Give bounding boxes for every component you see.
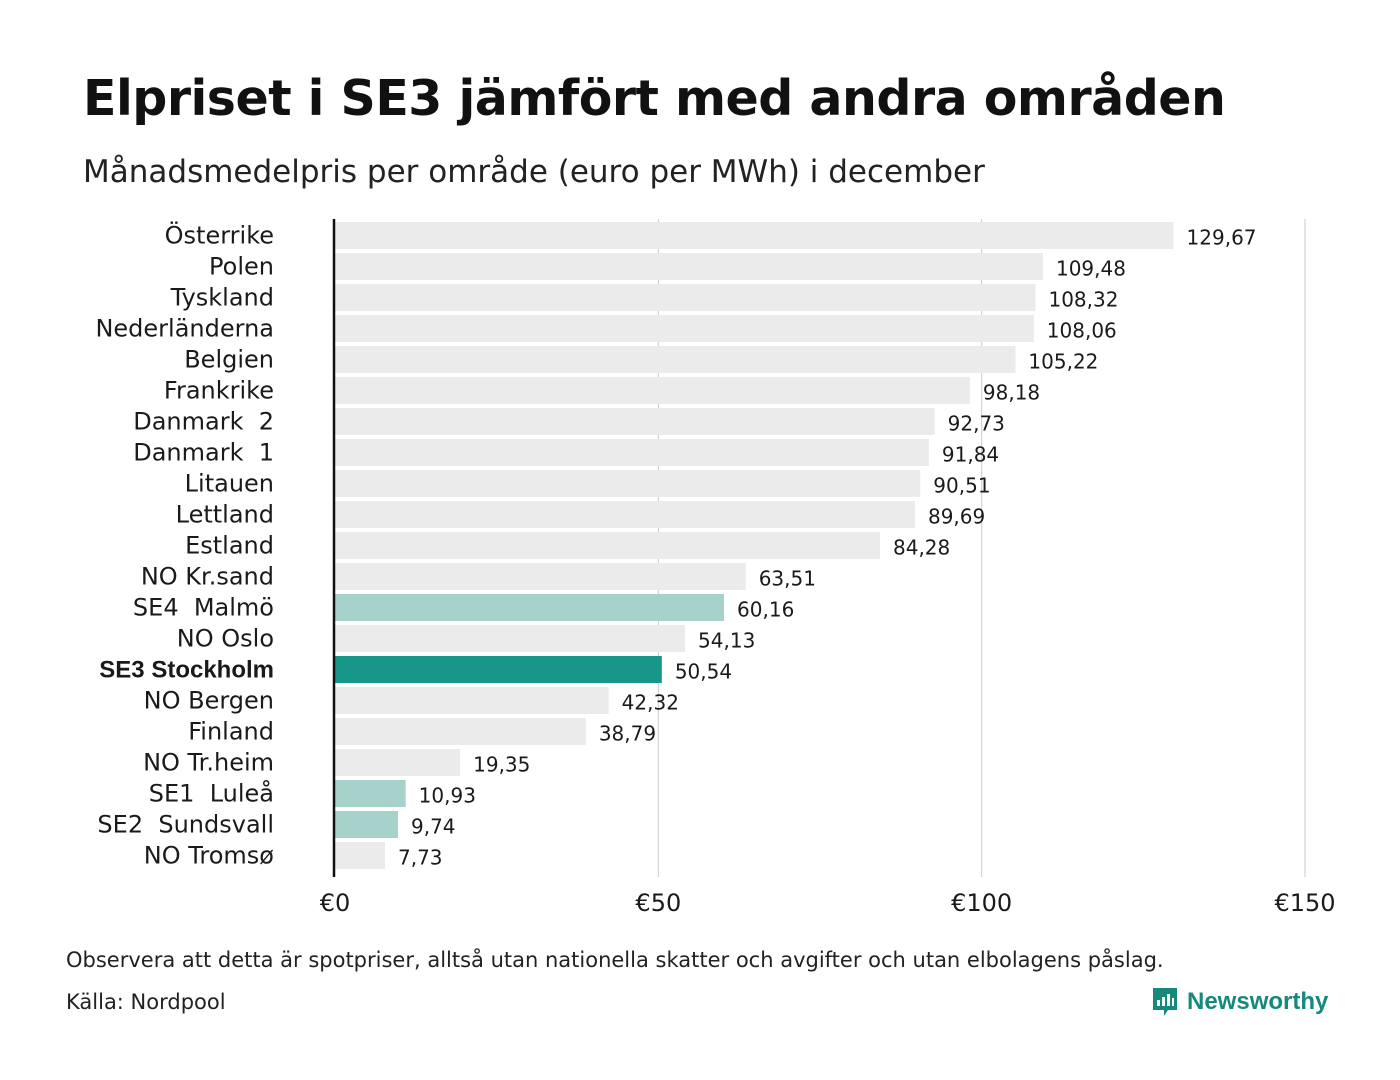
x-tick-label: €50 xyxy=(635,889,681,917)
category-labels: Österrike Polen Tyskland Nederländerna Belgi… xyxy=(95,221,274,870)
value-label: 90,51 xyxy=(933,474,990,498)
category-label: SE1 Luleå xyxy=(149,779,274,808)
value-label: 105,22 xyxy=(1028,350,1098,374)
value-label: 60,16 xyxy=(737,598,794,622)
category-label: NO Kr.sand xyxy=(141,563,274,591)
bar-chart-speech-bubble-icon xyxy=(1153,988,1177,1016)
value-label: 63,51 xyxy=(759,567,816,591)
bar xyxy=(335,315,1034,342)
bar xyxy=(335,346,1016,373)
bar xyxy=(335,749,461,776)
value-label: 98,18 xyxy=(983,381,1040,405)
bar xyxy=(335,780,406,807)
value-label: 109,48 xyxy=(1056,257,1126,281)
bar xyxy=(335,718,586,745)
category-label: SE3 Stockholm xyxy=(99,657,274,684)
category-label: Litauen xyxy=(185,470,274,498)
bar xyxy=(335,656,662,683)
bar-chart: Österrike Polen Tyskland Nederländerna Belgi… xyxy=(95,219,1336,917)
bars xyxy=(335,222,1174,869)
x-tick-label: €100 xyxy=(951,889,1012,917)
value-label: 7,73 xyxy=(398,846,443,870)
category-label: Danmark 2 xyxy=(133,408,274,436)
value-label: 19,35 xyxy=(473,753,530,777)
value-label: 9,74 xyxy=(411,815,456,839)
value-label: 91,84 xyxy=(942,443,999,467)
category-label: Nederländerna xyxy=(95,315,274,343)
bar xyxy=(335,222,1174,249)
category-label: Österrike xyxy=(165,221,274,250)
value-label: 54,13 xyxy=(698,629,755,653)
category-label: Danmark 1 xyxy=(133,439,274,467)
x-axis: €0 €50 €100 €150 xyxy=(320,219,1336,917)
brand-logo: Newsworthy xyxy=(1151,986,1328,1018)
category-label: Tyskland xyxy=(170,284,274,312)
value-label: 89,69 xyxy=(928,505,985,529)
source-note: Källa: Nordpool xyxy=(66,990,226,1014)
bar xyxy=(335,811,398,838)
category-label: NO Tromsø xyxy=(144,842,274,870)
bar xyxy=(335,563,746,590)
value-label: 129,67 xyxy=(1187,226,1257,250)
bar xyxy=(335,594,725,621)
bar xyxy=(335,253,1043,280)
brand-name: Newsworthy xyxy=(1187,988,1329,1015)
bar xyxy=(335,501,915,528)
value-label: 108,32 xyxy=(1048,288,1118,312)
bar xyxy=(335,377,970,404)
chart-subtitle: Månadsmedelpris per område (euro per MWh… xyxy=(83,154,985,190)
category-label: NO Oslo xyxy=(177,625,274,653)
category-label: Polen xyxy=(209,253,274,281)
value-labels: 129,67 109,48 108,32 108,06 105,22 98,18 92,73… xyxy=(398,226,1257,870)
bar xyxy=(335,842,385,869)
category-label: Estland xyxy=(185,532,274,560)
category-label: Belgien xyxy=(184,346,274,374)
value-label: 50,54 xyxy=(675,660,732,684)
value-label: 84,28 xyxy=(893,536,950,560)
bar xyxy=(335,408,935,435)
bar xyxy=(335,284,1036,311)
bar xyxy=(335,532,881,559)
category-label: SE2 Sundsvall xyxy=(97,811,274,839)
category-label: SE4 Malmö xyxy=(133,594,274,622)
value-label: 38,79 xyxy=(599,722,656,746)
bar xyxy=(335,625,686,652)
value-label: 92,73 xyxy=(948,412,1005,436)
value-label: 10,93 xyxy=(419,784,476,808)
category-label: NO Bergen xyxy=(144,687,274,715)
value-label: 42,32 xyxy=(622,691,679,715)
bar xyxy=(335,470,921,497)
x-tick-label: €150 xyxy=(1274,889,1335,917)
bar xyxy=(335,687,609,714)
category-label: Lettland xyxy=(176,501,274,529)
category-label: NO Tr.heim xyxy=(143,749,274,777)
footnote: Observera att detta är spotpriser, allts… xyxy=(66,948,1164,972)
category-label: Finland xyxy=(188,718,274,746)
value-label: 108,06 xyxy=(1047,319,1117,343)
chart-title: Elpriset i SE3 jämfört med andra områden xyxy=(83,70,1226,127)
bar xyxy=(335,439,929,466)
category-label: Frankrike xyxy=(164,377,274,405)
x-tick-label: €0 xyxy=(320,889,351,917)
